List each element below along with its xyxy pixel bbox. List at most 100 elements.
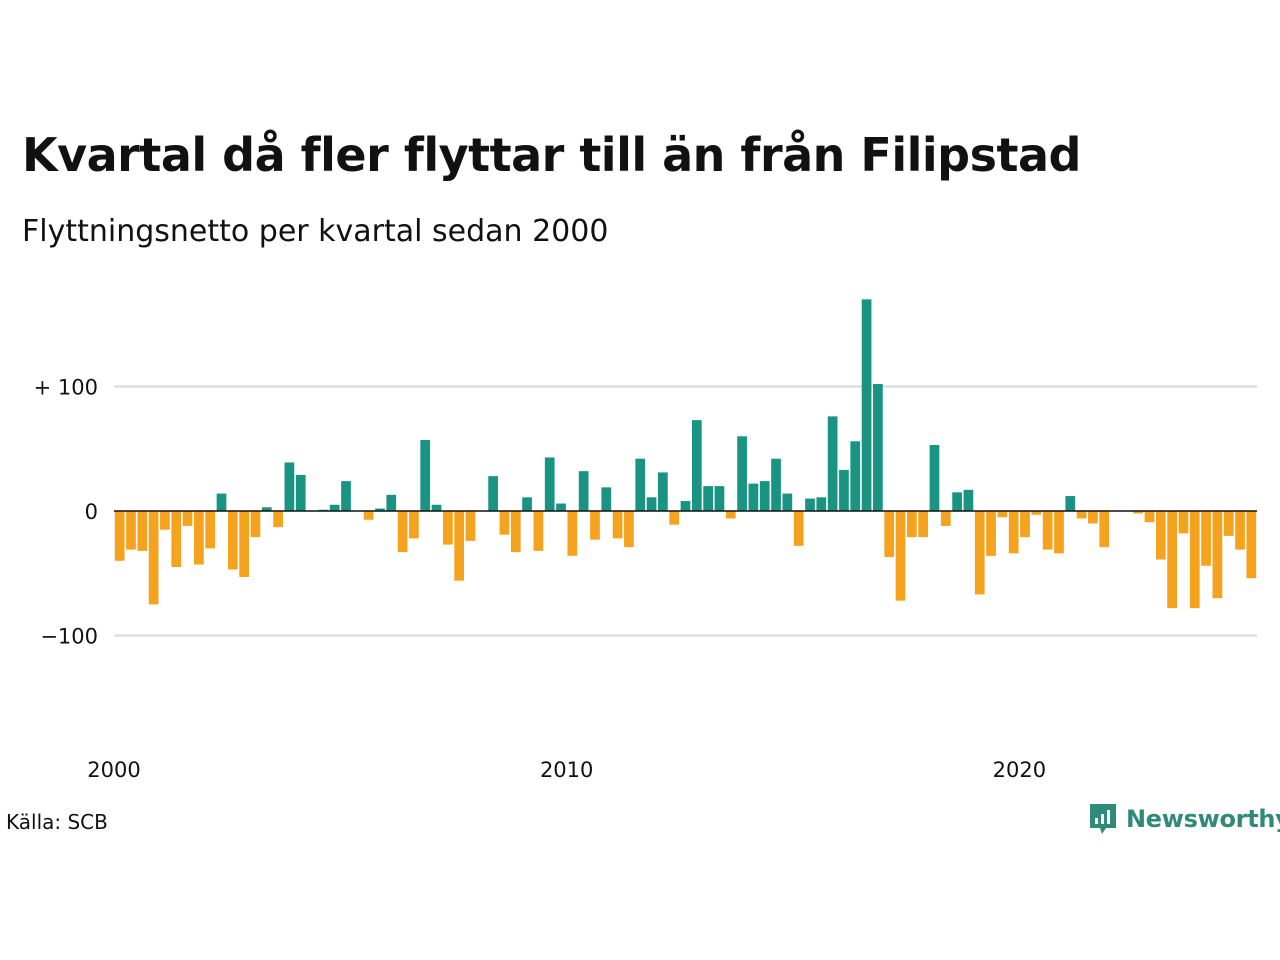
bar <box>714 486 725 511</box>
bar <box>522 497 532 512</box>
y-tick-label: 0 <box>85 500 98 524</box>
bar <box>386 494 397 511</box>
bar <box>1054 511 1064 554</box>
bar <box>295 474 306 511</box>
bar <box>465 511 476 541</box>
chart-title: Kvartal då fler flyttar till än från Fil… <box>22 128 1081 182</box>
bar <box>341 481 351 511</box>
bar <box>454 511 465 581</box>
bar <box>997 511 1008 518</box>
bar <box>533 511 544 551</box>
bar <box>940 511 951 526</box>
bar <box>375 508 385 511</box>
bar <box>805 498 815 511</box>
bar <box>793 511 804 546</box>
bar <box>725 511 736 519</box>
bar <box>884 511 895 558</box>
bar <box>1008 511 1019 554</box>
bars <box>114 299 1257 609</box>
source-note: Källa: SCB <box>6 810 108 834</box>
bar <box>1212 511 1223 599</box>
bar <box>171 511 182 568</box>
bar <box>839 469 849 512</box>
bar <box>1133 511 1144 514</box>
bar <box>499 511 510 535</box>
axes: + 100 0 −100 2000 2010 2020 <box>34 376 1257 782</box>
bar <box>816 497 827 512</box>
bar <box>273 511 283 528</box>
bar <box>963 489 974 511</box>
bar <box>250 511 261 538</box>
bar <box>431 504 442 511</box>
bar <box>590 511 600 540</box>
bar <box>148 511 159 605</box>
bar <box>906 511 917 538</box>
bar <box>771 458 781 511</box>
bar <box>748 483 759 511</box>
bar <box>1155 511 1166 560</box>
bar <box>1065 496 1076 511</box>
bar <box>918 511 929 538</box>
bar <box>544 457 555 511</box>
bar <box>669 511 680 525</box>
bar <box>137 511 148 551</box>
bar <box>329 504 340 511</box>
grid-lines <box>114 385 1257 637</box>
bar <box>612 511 623 539</box>
bar <box>635 458 646 511</box>
bar <box>261 507 272 511</box>
bar <box>974 511 985 595</box>
bar <box>578 471 589 511</box>
bar <box>986 511 996 556</box>
y-tick-label: −100 <box>40 625 98 649</box>
bar <box>782 493 793 511</box>
bar <box>1088 511 1098 524</box>
bar <box>182 511 193 526</box>
bar <box>1167 511 1177 609</box>
bar <box>1144 511 1155 523</box>
x-tick-label: 2010 <box>540 758 593 782</box>
bar <box>601 487 612 512</box>
bar <box>239 511 250 577</box>
bar <box>873 384 883 511</box>
x-tick-label: 2020 <box>993 758 1046 782</box>
bar <box>703 486 713 511</box>
bar <box>205 511 216 549</box>
bar <box>624 511 634 548</box>
bar <box>1099 511 1110 548</box>
bar <box>680 501 691 511</box>
bar <box>1076 511 1087 519</box>
bar <box>488 476 498 511</box>
bar <box>1201 511 1211 566</box>
bar <box>952 492 962 511</box>
bar <box>691 420 702 512</box>
bar <box>1246 511 1257 579</box>
y-tick-label: + 100 <box>34 376 98 400</box>
bar <box>420 440 431 511</box>
bar <box>1042 511 1053 550</box>
brand-name: Newsworthy <box>1126 805 1280 833</box>
brand-logo: Newsworthy <box>1088 802 1280 836</box>
bar <box>284 462 295 511</box>
bar <box>397 511 408 553</box>
bar <box>567 511 578 556</box>
bar <box>363 511 374 520</box>
bar <box>737 436 747 511</box>
bar <box>442 511 453 545</box>
bar <box>227 511 238 570</box>
bar <box>1020 511 1030 538</box>
chart-subtitle: Flyttningsnetto per kvartal sedan 2000 <box>22 214 609 249</box>
bar <box>126 511 136 550</box>
bar <box>895 511 906 601</box>
bar <box>929 445 940 511</box>
bar <box>160 511 170 530</box>
newsworthy-chart-logo-icon <box>1090 804 1116 834</box>
x-tick-label: 2000 <box>87 758 140 782</box>
bar <box>850 441 861 511</box>
bar <box>216 493 227 511</box>
bar <box>1031 511 1042 515</box>
bar <box>556 503 566 511</box>
bar <box>1189 511 1200 609</box>
bar <box>827 416 838 511</box>
